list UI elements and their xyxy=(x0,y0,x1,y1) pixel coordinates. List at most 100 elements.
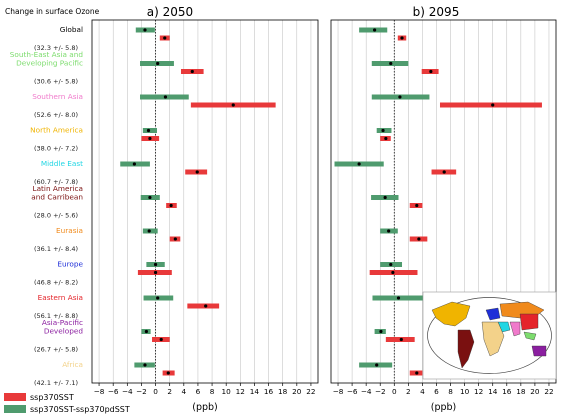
mean-dot xyxy=(159,337,163,342)
x-tick-label: 0 xyxy=(153,387,158,396)
mean-dot xyxy=(231,103,235,107)
region-map-inset xyxy=(422,291,557,380)
mean-dot xyxy=(153,270,158,275)
x-axis-label: (ppb) xyxy=(192,402,218,413)
x-tick-label: 16 xyxy=(502,387,512,396)
panel-a-2050: −8 −6 −4 −2 0 2 4 6 8 10 12 14 16 18 20 22 (ppb) xyxy=(91,19,319,413)
region-label: Eastern Asia xyxy=(38,293,83,302)
region-labels: Global(32.3 +/- 5.8)South-East Asia andD… xyxy=(10,25,84,387)
region-baseline: (60.7 +/- 7.8) xyxy=(34,178,78,186)
mean-dot xyxy=(389,262,393,267)
x-tick-label: 2 xyxy=(406,387,411,396)
mean-dot xyxy=(400,36,404,40)
mean-dot xyxy=(190,69,194,74)
map-region xyxy=(431,301,471,327)
x-tick-label: 8 xyxy=(210,387,215,396)
mean-dot xyxy=(391,270,395,275)
region-label: Developed xyxy=(44,327,83,336)
plot-frame xyxy=(91,19,319,384)
x-tick-label: 22 xyxy=(544,387,553,396)
region-baseline: (30.6 +/- 5.8) xyxy=(34,78,78,86)
region-label: Global xyxy=(60,25,83,34)
x-tick-label: 2 xyxy=(167,387,172,396)
mean-dot xyxy=(143,28,147,32)
region-baseline: (26.7 +/- 5.8) xyxy=(34,346,78,354)
region-label: South-East Asia and xyxy=(10,50,83,59)
range-bar xyxy=(439,102,542,108)
mean-dot xyxy=(148,195,152,200)
x-tick-label: 0 xyxy=(392,387,397,396)
map-region xyxy=(531,345,547,357)
region-baseline: (52.6 +/- 8.0) xyxy=(34,111,78,119)
legend: ssp370SST ssp370SST-ssp370pdSST xyxy=(4,393,130,414)
region-label: Asia-Pacific xyxy=(42,318,83,327)
plot-frame xyxy=(330,19,557,384)
region-baseline: (28.0 +/- 5.6) xyxy=(34,212,78,220)
panel-b-title: b) 2095 xyxy=(413,5,460,19)
mean-dot xyxy=(415,203,419,208)
mean-dot xyxy=(169,203,173,208)
map-region xyxy=(509,321,521,337)
mean-dot xyxy=(357,162,361,166)
legend-label: ssp370SST-ssp370pdSST xyxy=(30,405,130,414)
mean-dot xyxy=(442,170,446,174)
region-label: Southern Asia xyxy=(32,92,83,101)
map-region xyxy=(481,321,505,357)
x-tick-label: 16 xyxy=(264,387,274,396)
mean-dot xyxy=(384,136,388,141)
mean-dot xyxy=(156,61,160,66)
x-tick-label: 6 xyxy=(434,387,439,396)
mean-dot xyxy=(173,237,177,241)
x-tick-label: −6 xyxy=(108,387,119,396)
region-label: Latin America xyxy=(33,184,83,193)
mean-dot xyxy=(387,229,391,233)
region-label: North America xyxy=(30,126,83,135)
map-region xyxy=(519,313,539,331)
mean-dot xyxy=(396,296,401,300)
x-tick-label: −4 xyxy=(122,387,133,396)
map-region xyxy=(523,331,537,341)
region-label: Developing Pacific xyxy=(16,59,83,68)
mean-dot xyxy=(398,95,402,99)
range-bar xyxy=(187,303,220,309)
x-tick-label: 4 xyxy=(420,387,425,396)
mean-dot xyxy=(381,128,385,133)
x-tick-label: −2 xyxy=(375,387,386,396)
mean-dot xyxy=(204,304,208,308)
mean-dot xyxy=(379,329,383,334)
x-tick-label: 14 xyxy=(250,387,260,396)
map-region xyxy=(485,307,501,321)
x-tick-label: −8 xyxy=(94,387,105,396)
x-tick-label: −2 xyxy=(136,387,147,396)
mean-dot xyxy=(148,136,152,141)
region-label: Europe xyxy=(57,260,83,269)
x-tick-label: −6 xyxy=(347,387,358,396)
x-axis-label: (ppb) xyxy=(431,402,457,413)
region-baseline: (56.1 +/- 8.8) xyxy=(34,312,78,320)
mean-dot xyxy=(491,103,495,107)
region-label: Eurasia xyxy=(56,226,83,235)
region-label: Middle East xyxy=(41,159,83,168)
mean-dot xyxy=(429,69,433,74)
mean-dot xyxy=(147,229,151,233)
x-tick-label: 18 xyxy=(278,387,288,396)
mean-dot xyxy=(166,371,170,375)
x-tick-label: 18 xyxy=(516,387,526,396)
x-tick-label: −4 xyxy=(361,387,372,396)
mean-dot xyxy=(143,363,147,367)
x-tick-label: 12 xyxy=(236,387,245,396)
x-tick-label: 20 xyxy=(292,387,302,396)
x-tick-label: 6 xyxy=(196,387,201,396)
map-region xyxy=(457,329,475,369)
legend-swatch xyxy=(4,393,26,401)
region-label: Africa xyxy=(62,360,83,369)
x-tick-label: −8 xyxy=(333,387,344,396)
x-tick-label: 14 xyxy=(488,387,498,396)
mean-dot xyxy=(195,170,199,174)
x-tick-label: 10 xyxy=(460,387,470,396)
mean-dot xyxy=(383,195,387,200)
mean-dot xyxy=(372,28,377,32)
mean-dot xyxy=(146,128,151,133)
mean-dot xyxy=(144,329,148,334)
